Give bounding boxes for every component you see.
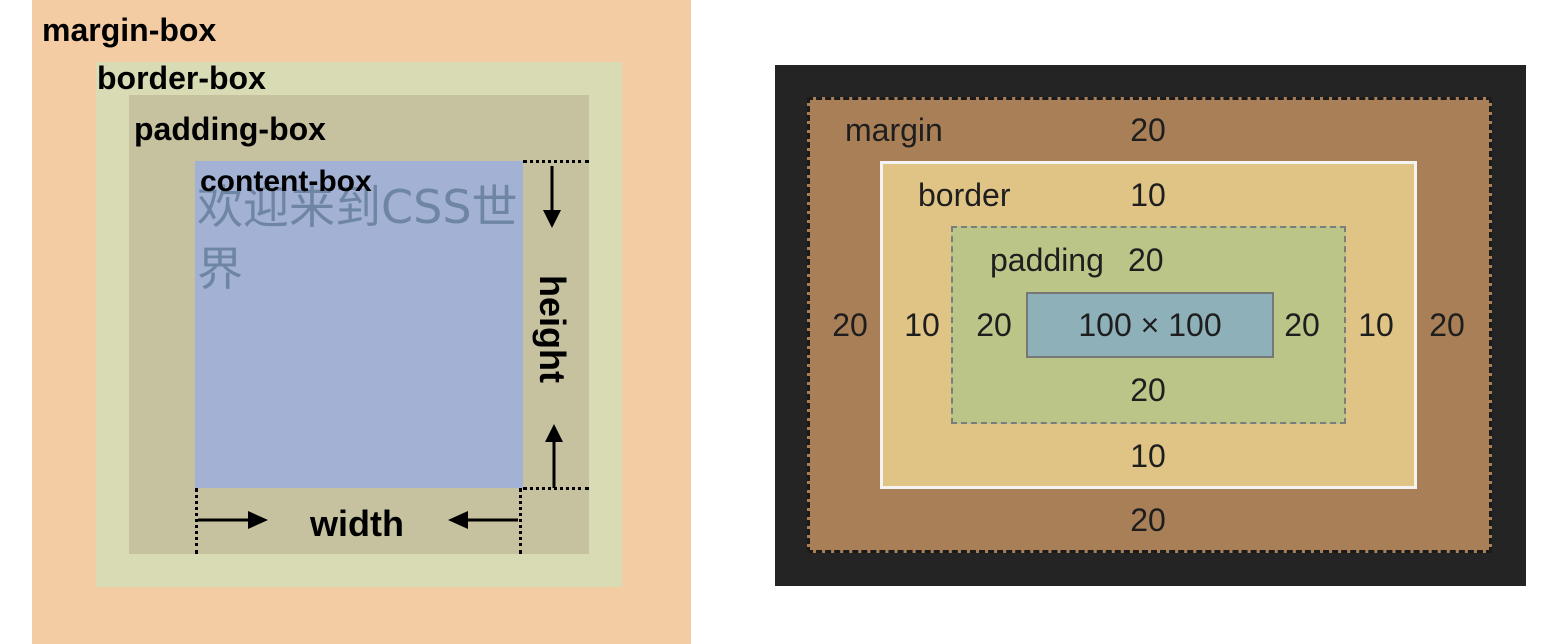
arrow-up-icon: [545, 424, 563, 488]
arrow-right-icon: [198, 511, 268, 529]
devtools-padding-top[interactable]: 20: [1128, 242, 1164, 278]
devtools-border-label: border: [918, 177, 1011, 213]
devtools-padding-right[interactable]: 20: [1284, 307, 1320, 343]
content-box-area: [195, 161, 523, 488]
height-guide-bottom: [523, 487, 589, 490]
devtools-padding-label: padding: [990, 242, 1104, 278]
arrow-left-icon: [448, 511, 518, 529]
devtools-margin-right[interactable]: 20: [1429, 307, 1465, 343]
devtools-margin-bottom[interactable]: 20: [1130, 502, 1166, 538]
width-guide-left: [195, 488, 198, 554]
width-label: width: [310, 503, 404, 544]
margin-box-label: margin-box: [42, 12, 217, 48]
width-guide-right: [519, 488, 522, 554]
devtools-border-bottom[interactable]: 10: [1130, 438, 1166, 474]
border-box-label: border-box: [97, 60, 266, 96]
devtools-content-area[interactable]: [1026, 292, 1274, 358]
height-label: height: [532, 275, 573, 383]
devtools-margin-label: margin: [845, 112, 943, 148]
content-sample-text: 欢迎来到CSS世界: [197, 180, 518, 296]
devtools-margin-left[interactable]: 20: [832, 307, 868, 343]
devtools-padding-bottom[interactable]: 20: [1130, 372, 1166, 408]
devtools-border-top[interactable]: 10: [1130, 177, 1166, 213]
devtools-border-right[interactable]: 10: [1358, 307, 1394, 343]
devtools-padding-left[interactable]: 20: [976, 307, 1012, 343]
arrow-down-icon: [543, 166, 561, 228]
height-guide-top: [523, 160, 589, 163]
devtools-content-size[interactable]: 100 × 100: [1078, 307, 1222, 343]
content-box-label: content-box: [200, 165, 372, 198]
devtools-margin-top[interactable]: 20: [1130, 112, 1166, 148]
padding-box-label: padding-box: [134, 111, 326, 147]
devtools-border-left[interactable]: 10: [904, 307, 940, 343]
